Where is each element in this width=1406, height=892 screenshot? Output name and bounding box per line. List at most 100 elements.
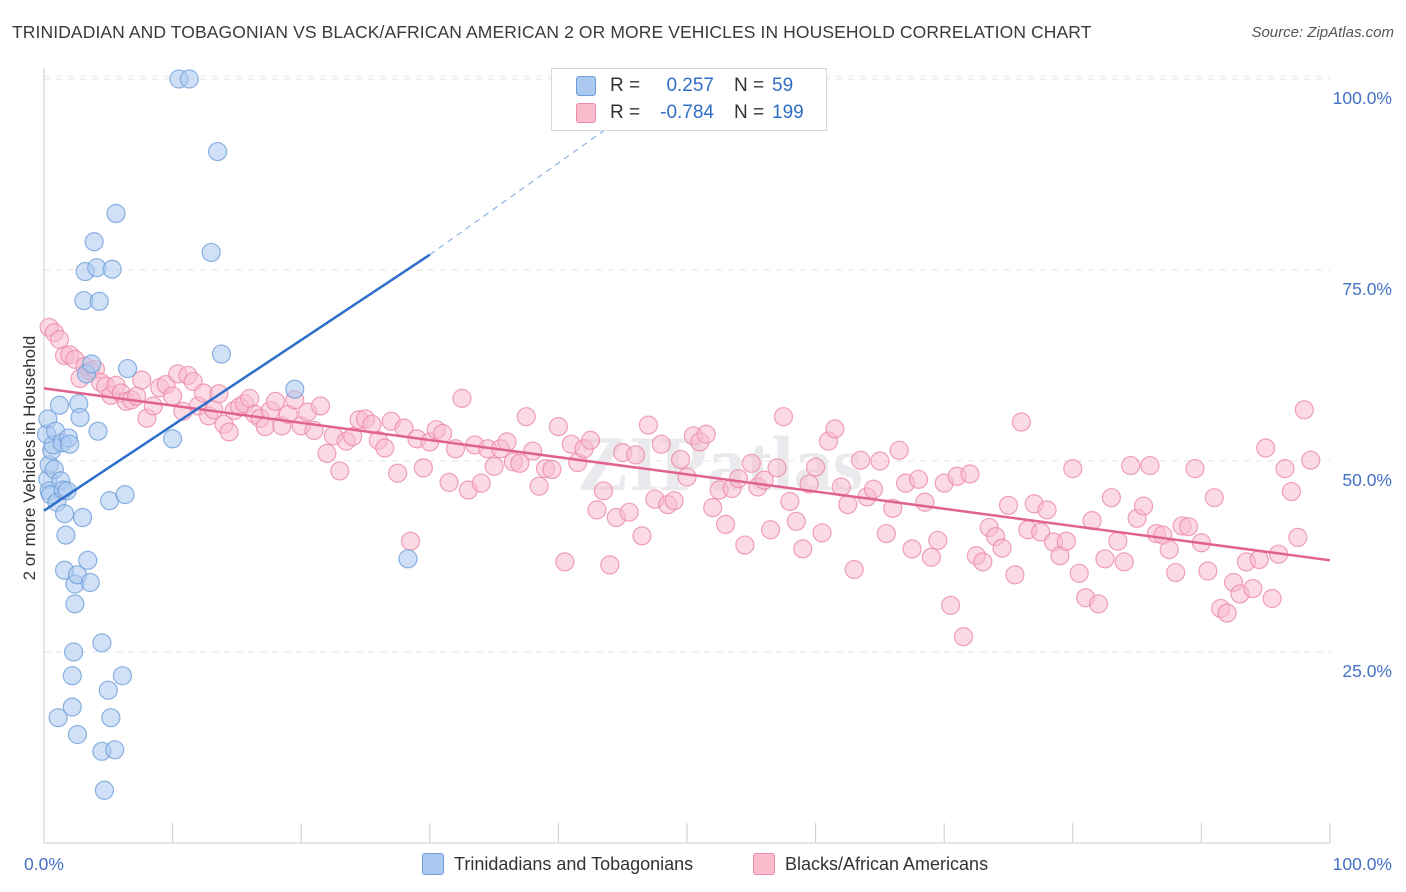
point-trinidadian [48,708,68,728]
point-trinidadian [88,421,108,441]
point-black [1204,488,1224,508]
point-black [600,555,620,575]
y-tick-label: 50.0% [1342,470,1392,490]
point-trinidadian [78,550,98,570]
point-black [1108,531,1128,551]
point-black [889,440,909,460]
bottom-legend-swatch-trinidadian [422,853,444,875]
point-black [960,464,980,484]
legend-row-trinidadian: R = 0.257 N = 59 [576,74,793,98]
point-black [915,492,935,512]
point-black [523,441,543,461]
point-black [677,467,697,487]
point-black [1101,488,1121,508]
point-black [664,491,684,511]
point-black [1288,527,1308,548]
point-black [1294,400,1314,420]
point-black [632,526,652,546]
point-black [1056,531,1076,551]
point-black [883,498,903,518]
point-trinidadian [54,504,75,524]
point-trinidadian [72,507,93,528]
point-black [941,595,961,615]
point-black [1262,588,1282,609]
point-trinidadian [106,203,126,224]
point-black [388,463,408,483]
point-black [1095,549,1115,569]
point-black [670,449,691,470]
point-black [1037,500,1057,520]
point-black [741,453,761,473]
point-black [805,457,826,477]
trend-line-trinidadian-extension [429,116,624,256]
point-black [1217,603,1237,623]
bottom-legend-black: Blacks/African Americans [753,852,988,876]
point-black [1121,455,1141,476]
point-trinidadian [105,740,125,760]
point-black [163,386,183,406]
point-black [1256,438,1276,458]
point-trinidadian [62,697,82,717]
bottom-legend-label-black: Blacks/African Americans [785,853,989,874]
point-black [651,434,671,454]
point-trinidadian [56,525,76,545]
point-trinidadian [179,69,199,89]
point-black [1301,450,1321,470]
x-tick-label: 0.0% [24,854,64,874]
point-trinidadian [92,633,112,653]
point-black [825,419,845,439]
point-black [844,559,864,580]
point-black [619,502,639,522]
legend-n-value: 199 [772,102,804,123]
point-black [240,388,260,408]
point-black [143,396,163,416]
point-black [49,329,70,350]
point-black [1275,459,1295,479]
point-black [516,407,536,427]
point-black [728,468,749,489]
point-black [838,494,858,515]
point-trinidadian [89,291,109,311]
y-tick-label: 100.0% [1333,88,1392,108]
point-trinidadian [398,549,418,569]
point-black [870,451,890,471]
point-trinidadian [208,141,228,162]
trend-line-black [43,387,1331,562]
point-black [992,538,1012,558]
point-black [555,552,575,572]
point-black [413,458,433,478]
point-trinidadian [201,242,221,263]
point-black [1005,565,1025,585]
point-trinidadian [62,666,82,686]
point-trinidadian [63,642,84,662]
point-black [735,535,755,555]
point-black [1114,552,1134,572]
point-black [132,370,152,390]
bottom-legend-trinidadian: Trinidadians and Tobagonians [422,852,693,876]
point-black [310,396,331,416]
point-black [375,438,395,458]
point-black [1069,563,1089,583]
point-black [1198,561,1218,581]
bottom-legend-label-trinidadian: Trinidadians and Tobagonians [454,853,694,874]
point-black [529,476,549,496]
y-tick-label: 75.0% [1342,279,1392,299]
point-black [876,523,896,544]
point-black [973,552,993,572]
point-black [767,458,787,478]
legend-r-label: R = [610,102,641,123]
point-black [786,511,806,531]
point-black [1159,540,1179,560]
point-black [1088,594,1109,614]
legend-r-value: 0.257 [666,75,714,96]
point-black [439,472,459,492]
point-trinidadian [285,379,305,399]
legend-swatch-black [576,103,596,123]
point-black [580,430,601,450]
legend-n-label: N = [734,102,765,123]
point-trinidadian [102,259,122,279]
point-black [625,445,646,465]
point-trinidadian [67,724,88,745]
point-black [400,531,421,551]
